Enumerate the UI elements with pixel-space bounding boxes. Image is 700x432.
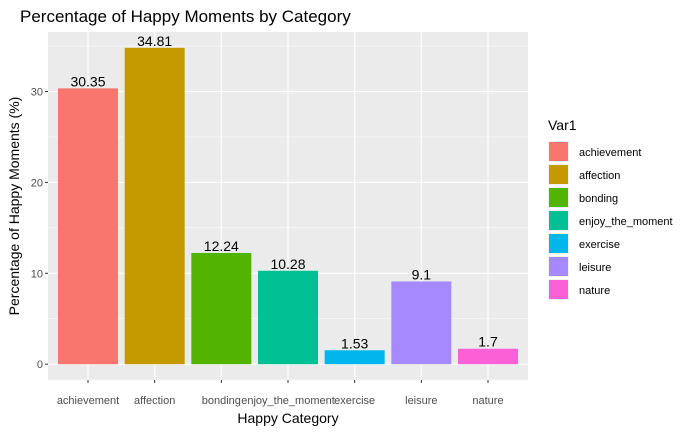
- x-tick-label-nature: nature: [472, 395, 503, 407]
- legend: Var1 achievement affection bonding enjoy_th…: [548, 117, 673, 300]
- data-label-enjoy_the_moment: 10.28: [270, 256, 305, 272]
- legend-swatch-achievement: [549, 142, 568, 161]
- x-tick-label-leisure: leisure: [405, 395, 437, 407]
- x-tick-label-bonding: bonding: [202, 395, 241, 407]
- x-tick-label-enjoy_the_moment: enjoy_the_moment: [241, 395, 335, 407]
- legend-swatch-affection: [549, 165, 568, 184]
- x-tick-label-exercise: exercise: [334, 395, 375, 407]
- legend-label-affection: affection: [579, 170, 620, 182]
- x-axis: achievement affection bonding enjoy_the_mom…: [57, 380, 504, 407]
- legend-swatch-enjoy_the_moment: [549, 211, 568, 230]
- data-label-nature: 1.7: [478, 334, 498, 350]
- x-tick-label-affection: affection: [134, 395, 175, 407]
- bar-nature: [458, 348, 518, 365]
- y-tick-label: 10: [31, 268, 43, 280]
- bar-enjoy_the_moment: [258, 270, 318, 365]
- legend-label-achievement: achievement: [579, 147, 641, 159]
- bar-exercise: [324, 350, 385, 365]
- data-label-bonding: 12.24: [204, 238, 239, 254]
- legend-label-leisure: leisure: [579, 262, 611, 274]
- legend-label-nature: nature: [579, 285, 610, 297]
- bar-bonding: [191, 252, 252, 365]
- legend-title: Var1: [548, 117, 577, 133]
- y-tick-label: 20: [31, 177, 43, 189]
- y-axis-title: Percentage of Happy Moments (%): [6, 97, 22, 316]
- data-label-affection: 34.81: [137, 33, 172, 49]
- y-axis: 0 10 20 30: [31, 87, 48, 371]
- legend-swatch-bonding: [549, 188, 568, 207]
- x-tick-label-achievement: achievement: [57, 395, 119, 407]
- legend-label-exercise: exercise: [579, 239, 620, 251]
- y-tick-label: 0: [37, 359, 43, 371]
- data-labels-group: 30.35 34.81 12.24 10.28 1.53 9.1 1.7: [70, 33, 497, 351]
- x-axis-title: Happy Category: [237, 410, 338, 426]
- bars-group: [58, 47, 518, 365]
- legend-swatch-exercise: [549, 234, 568, 253]
- legend-label-enjoy_the_moment: enjoy_the_moment: [579, 216, 673, 228]
- legend-swatch-nature: [549, 280, 568, 299]
- y-tick-label: 30: [31, 87, 43, 99]
- data-label-exercise: 1.53: [341, 335, 368, 351]
- bar-leisure: [391, 281, 452, 365]
- bar-achievement: [58, 88, 118, 365]
- legend-label-bonding: bonding: [579, 193, 618, 205]
- bar-affection: [124, 47, 185, 365]
- chart-title: Percentage of Happy Moments by Category: [20, 7, 351, 26]
- legend-swatch-leisure: [549, 257, 568, 276]
- data-label-leisure: 9.1: [412, 266, 432, 282]
- data-label-achievement: 30.35: [70, 73, 105, 89]
